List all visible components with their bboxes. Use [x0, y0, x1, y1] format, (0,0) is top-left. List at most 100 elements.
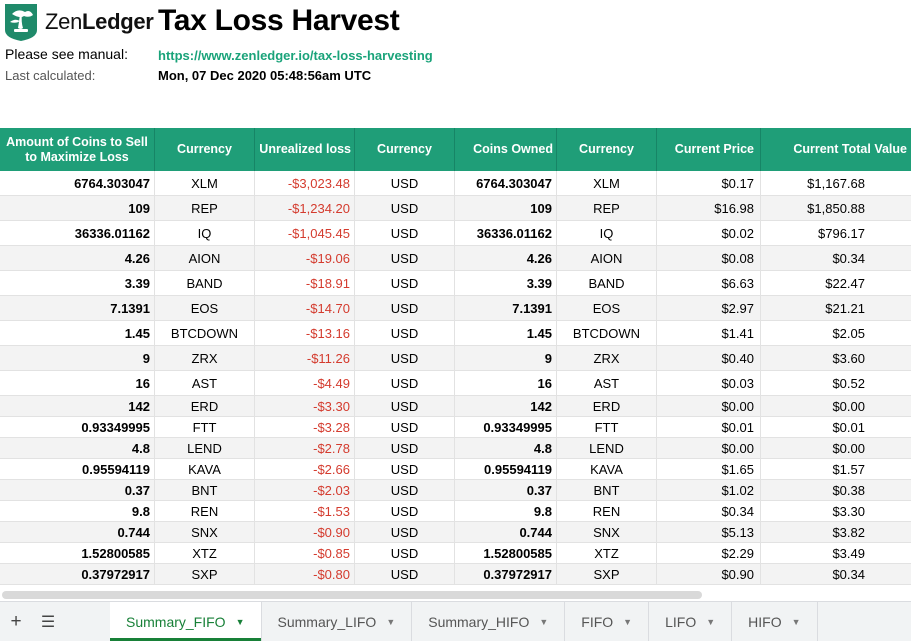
table-cell[interactable]: -$3.30 — [255, 396, 355, 416]
table-cell[interactable]: -$18.91 — [255, 271, 355, 295]
tab-summary-lifo[interactable]: Summary_LIFO ▼ — [262, 602, 413, 641]
table-cell[interactable]: 0.37 — [455, 480, 557, 500]
tab-hifo[interactable]: HIFO ▼ — [732, 602, 818, 641]
manual-link[interactable]: https://www.zenledger.io/tax-loss-harves… — [158, 48, 433, 63]
column-header[interactable]: Amount of Coins to Sell to Maximize Loss — [0, 128, 155, 171]
table-cell[interactable]: XTZ — [155, 543, 255, 563]
table-cell[interactable]: 1.45 — [0, 321, 155, 345]
table-cell[interactable]: $1.65 — [657, 459, 761, 479]
table-cell[interactable]: -$3,023.48 — [255, 171, 355, 195]
add-sheet-button[interactable]: + — [0, 602, 32, 641]
table-cell[interactable]: $3.60 — [832, 350, 865, 366]
table-cell[interactable]: ZRX — [155, 346, 255, 370]
table-cell[interactable]: $3.49 — [832, 545, 865, 561]
table-cell[interactable]: 9 — [0, 346, 155, 370]
table-cell[interactable]: USD — [355, 438, 455, 458]
table-cell[interactable]: $1.41 — [657, 321, 761, 345]
table-cell[interactable]: 4.8 — [0, 438, 155, 458]
table-cell[interactable]: $0.01 — [657, 417, 761, 437]
table-cell[interactable]: $0.00 — [657, 396, 761, 416]
table-cell[interactable]: LEND — [557, 438, 657, 458]
table-cell[interactable]: -$1,045.45 — [255, 221, 355, 245]
table-cell[interactable]: 0.744 — [455, 522, 557, 542]
column-header[interactable]: Currency — [155, 128, 255, 171]
table-cell[interactable]: -$2.66 — [255, 459, 355, 479]
table-cell[interactable]: $3.30 — [832, 503, 865, 519]
caret-down-icon[interactable]: ▼ — [623, 616, 633, 627]
table-cell[interactable]: SNX — [155, 522, 255, 542]
column-header[interactable]: Unrealized loss — [255, 128, 355, 171]
table-cell[interactable]: USD — [355, 480, 455, 500]
table-cell[interactable]: USD — [355, 221, 455, 245]
table-cell[interactable]: 1.52800585 — [0, 543, 155, 563]
table-cell[interactable]: FTT — [155, 417, 255, 437]
table-cell[interactable]: BNT — [557, 480, 657, 500]
column-header[interactable]: Coins Owned — [455, 128, 557, 171]
table-cell[interactable]: USD — [355, 501, 455, 521]
table-cell[interactable]: 0.37972917 — [0, 564, 155, 584]
table-cell[interactable]: 4.26 — [455, 246, 557, 270]
table-cell[interactable]: USD — [355, 564, 455, 584]
table-cell[interactable]: 0.95594119 — [455, 459, 557, 479]
zenledger-logo[interactable]: ZenLedger — [2, 2, 154, 42]
table-cell[interactable]: $2.05 — [832, 325, 865, 341]
table-cell[interactable]: 1.52800585 — [455, 543, 557, 563]
table-cell[interactable]: $1.57 — [832, 461, 865, 477]
table-cell[interactable]: $22.47 — [825, 275, 865, 291]
table-cell[interactable]: -$13.16 — [255, 321, 355, 345]
table-cell[interactable]: USD — [355, 522, 455, 542]
table-cell[interactable]: EOS — [155, 296, 255, 320]
table-cell[interactable]: $0.40 — [657, 346, 761, 370]
table-cell[interactable]: 109 — [0, 196, 155, 220]
table-cell[interactable]: -$11.26 — [255, 346, 355, 370]
table-cell[interactable]: 1.45 — [455, 321, 557, 345]
table-cell[interactable]: $1.02 — [657, 480, 761, 500]
table-cell[interactable]: 0.95594119 — [0, 459, 155, 479]
table-cell[interactable]: XLM — [557, 171, 657, 195]
table-cell[interactable]: $21.21 — [825, 300, 865, 316]
table-cell[interactable]: $0.34 — [832, 250, 865, 266]
table-cell[interactable]: -$4.49 — [255, 371, 355, 395]
table-cell[interactable]: 0.37972917 — [455, 564, 557, 584]
table-cell[interactable]: ZRX — [557, 346, 657, 370]
table-cell[interactable]: $1,850.88 — [807, 200, 865, 216]
table-cell[interactable]: 36336.01162 — [0, 221, 155, 245]
table-cell[interactable]: REP — [557, 196, 657, 220]
table-cell[interactable]: USD — [355, 543, 455, 563]
table-cell[interactable]: $6.63 — [657, 271, 761, 295]
table-cell[interactable]: USD — [355, 321, 455, 345]
table-cell[interactable]: 142 — [455, 396, 557, 416]
table-cell[interactable]: 4.26 — [0, 246, 155, 270]
caret-down-icon[interactable]: ▼ — [706, 616, 716, 627]
table-cell[interactable]: 4.8 — [455, 438, 557, 458]
table-cell[interactable]: USD — [355, 196, 455, 220]
table-cell[interactable]: $3.82 — [832, 524, 865, 540]
table-cell[interactable]: XLM — [155, 171, 255, 195]
all-sheets-button[interactable]: ☰ — [32, 602, 64, 641]
table-cell[interactable]: KAVA — [557, 459, 657, 479]
table-cell[interactable]: 16 — [0, 371, 155, 395]
table-cell[interactable]: ERD — [155, 396, 255, 416]
table-cell[interactable]: $16.98 — [657, 196, 761, 220]
table-cell[interactable]: $0.03 — [657, 371, 761, 395]
table-cell[interactable]: -$0.90 — [255, 522, 355, 542]
table-cell[interactable]: BTCDOWN — [155, 321, 255, 345]
table-cell[interactable]: 16 — [455, 371, 557, 395]
table-cell[interactable]: -$1.53 — [255, 501, 355, 521]
table-cell[interactable]: USD — [355, 296, 455, 320]
table-cell[interactable]: $0.01 — [832, 419, 865, 435]
table-cell[interactable]: REP — [155, 196, 255, 220]
table-cell[interactable]: -$19.06 — [255, 246, 355, 270]
table-cell[interactable]: -$14.70 — [255, 296, 355, 320]
table-cell[interactable]: USD — [355, 459, 455, 479]
table-cell[interactable]: IQ — [557, 221, 657, 245]
table-cell[interactable]: 9.8 — [0, 501, 155, 521]
table-cell[interactable]: BNT — [155, 480, 255, 500]
caret-down-icon[interactable]: ▼ — [386, 616, 396, 627]
column-header[interactable]: Current Price — [657, 128, 761, 171]
caret-down-icon[interactable]: ▼ — [539, 616, 549, 627]
table-cell[interactable]: 142 — [0, 396, 155, 416]
table-cell[interactable]: 7.1391 — [0, 296, 155, 320]
table-cell[interactable]: AST — [557, 371, 657, 395]
tab-fifo[interactable]: FIFO ▼ — [565, 602, 650, 641]
